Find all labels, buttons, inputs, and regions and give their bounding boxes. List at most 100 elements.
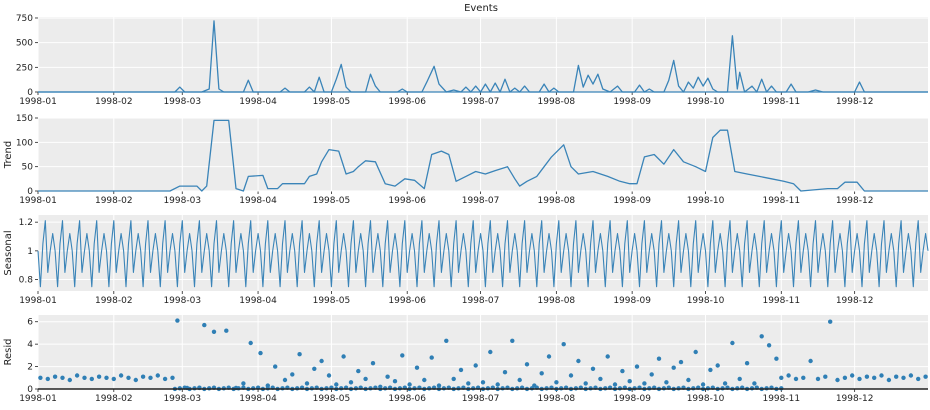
resid-point [730, 340, 735, 346]
resid-point [326, 373, 332, 378]
seasonal-y-tick-label: 1 [27, 247, 33, 257]
resid-y-tick-label: 2 [27, 363, 33, 373]
resid-y-tick-label: 6 [27, 318, 33, 328]
resid-point [524, 362, 530, 367]
resid-point [808, 358, 813, 364]
resid-point [686, 377, 691, 383]
seasonal-x-tick-label: 1998-11 [762, 296, 800, 306]
resid-point [348, 380, 354, 385]
resid-point [842, 375, 848, 380]
trend-x-tick-label: 1998-03 [163, 196, 201, 206]
trend-y-axis-label: Trend [3, 141, 14, 169]
resid-point [752, 381, 757, 386]
resid-point [241, 381, 246, 386]
resid-point [74, 373, 80, 378]
resid-point [923, 374, 928, 379]
resid-x-tick-label: 1998-08 [538, 394, 576, 404]
resid-x-tick-label: 1998-09 [613, 394, 651, 404]
resid-point [850, 373, 855, 378]
seasonal-x-tick-label: 1998-03 [163, 296, 201, 306]
resid-point [290, 372, 295, 377]
trend-x-tick-label: 1998-09 [613, 196, 651, 206]
trend-x-tick-label: 1998-02 [95, 196, 133, 206]
resid-point [793, 376, 799, 382]
resid-point [539, 371, 544, 376]
resid-point [815, 376, 821, 382]
events-y-tick-label: 500 [16, 39, 33, 49]
resid-point [715, 363, 720, 368]
seasonal-x-tick-label: 1998-10 [687, 296, 725, 306]
resid-point [67, 377, 73, 383]
resid-point [224, 328, 229, 333]
resid-point [835, 377, 840, 383]
resid-point [45, 376, 50, 382]
resid-point [282, 377, 288, 383]
figure-title: Events [464, 3, 498, 14]
resid-x-tick-label: 1998-07 [462, 394, 500, 404]
seasonal-x-tick-label: 1998-04 [239, 296, 277, 306]
resid-point [175, 318, 180, 323]
trend-x-tick-label: 1998-05 [313, 196, 351, 206]
resid-x-tick-label: 1998-03 [163, 394, 201, 404]
resid-x-tick-label: 1998-04 [239, 394, 277, 404]
resid-point [708, 367, 713, 373]
resid-point [273, 364, 278, 369]
resid-point [341, 354, 346, 359]
seasonal-x-tick-label: 1998-08 [538, 296, 576, 306]
resid-point [828, 319, 833, 324]
resid-point [466, 381, 471, 386]
events-y-tick-label: 750 [16, 14, 33, 24]
seasonal-y-axis-label: Seasonal [3, 230, 14, 275]
resid-point [488, 349, 493, 355]
resid-point [693, 349, 698, 355]
resid-point [170, 375, 175, 380]
resid-point [334, 382, 339, 387]
resid-x-tick-label: 1998-06 [388, 394, 426, 404]
resid-point [162, 376, 168, 382]
resid-y-tick-label: 0 [27, 385, 33, 395]
resid-point [133, 377, 138, 383]
resid-point [561, 342, 566, 347]
seasonal-x-tick-label: 1998-12 [836, 296, 874, 306]
seasonal-series-line [37, 220, 929, 288]
resid-point [118, 373, 124, 378]
resid-point [766, 343, 772, 348]
resid-point [451, 376, 456, 382]
resid-point [801, 375, 806, 380]
resid-point [60, 375, 65, 380]
trend-x-tick-label: 1998-07 [462, 196, 500, 206]
resid-point [480, 380, 486, 385]
resid-point [148, 375, 153, 380]
events-x-tick-label: 1998-08 [538, 97, 576, 107]
resid-point [356, 368, 361, 374]
seasonal-x-tick-label: 1998-06 [388, 296, 426, 306]
resid-x-tick-label: 1998-01 [19, 394, 57, 404]
trend-x-tick-label: 1998-01 [19, 196, 57, 206]
trend-x-tick-label: 1998-12 [836, 196, 874, 206]
events-x-tick-label: 1998-12 [836, 97, 874, 107]
resid-point [297, 352, 302, 357]
resid-point [211, 329, 217, 334]
resid-x-tick-label: 1998-10 [687, 394, 725, 404]
resid-point [872, 375, 877, 380]
resid-point [104, 375, 109, 380]
resid-point [576, 358, 581, 364]
resid-point [312, 366, 317, 371]
resid-point [664, 380, 669, 385]
resid-point [502, 370, 508, 375]
seasonal-y-tick-label: 0.8 [19, 276, 34, 286]
resid-point [546, 354, 552, 359]
resid-point [96, 374, 102, 379]
resid-point [126, 375, 131, 380]
resid-point [886, 377, 892, 383]
resid-point [436, 383, 442, 388]
seasonal-panel: 1998-01 1998-02 1998-03 1998-04 1998-05 1998-… [3, 215, 929, 306]
resid-point [737, 376, 742, 382]
resid-point [38, 375, 43, 380]
events-x-tick-label: 1998-03 [163, 97, 201, 107]
resid-point [583, 381, 588, 386]
resid-point [901, 375, 906, 380]
events-plot-area [38, 17, 928, 92]
resid-point [786, 373, 791, 378]
resid-point [155, 373, 160, 378]
